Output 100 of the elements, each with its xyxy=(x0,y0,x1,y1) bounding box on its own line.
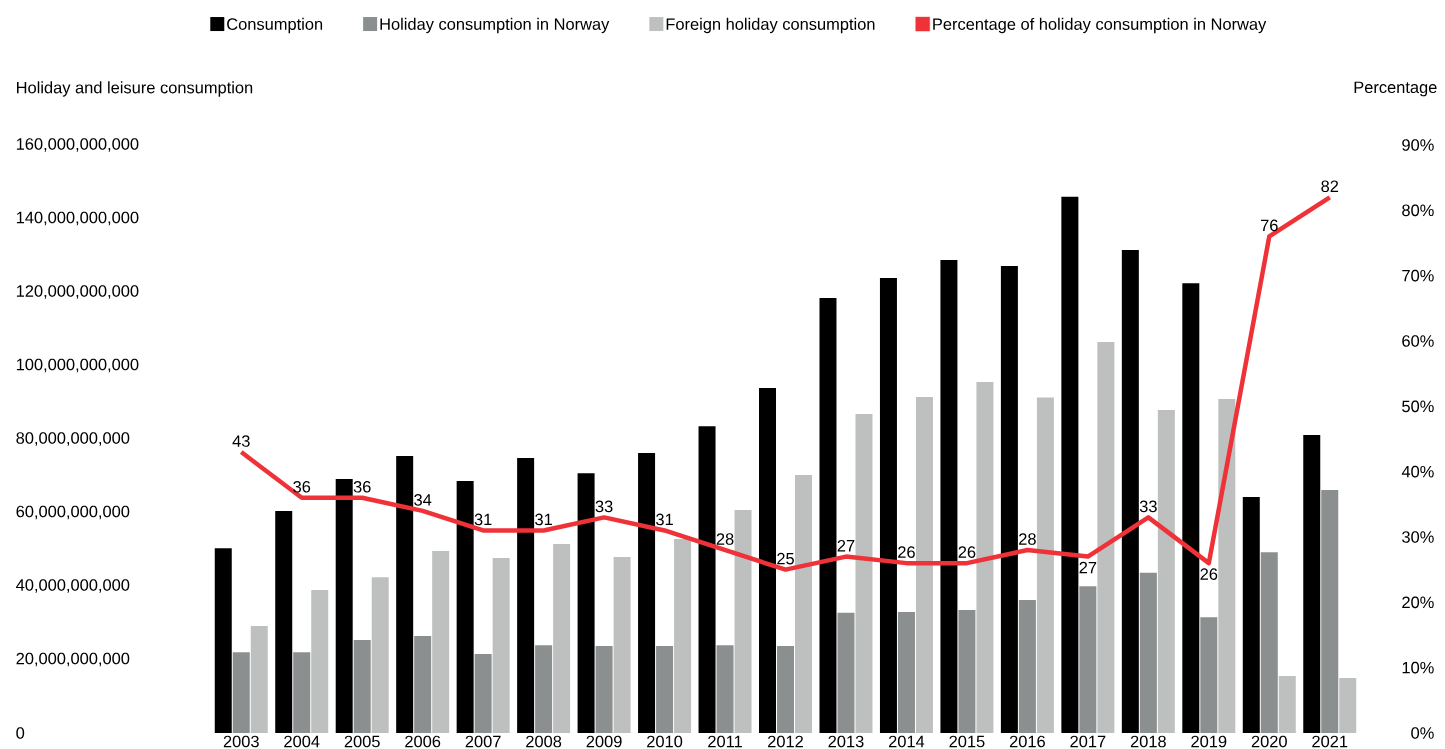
bar xyxy=(335,479,353,733)
bar xyxy=(855,414,873,733)
bar xyxy=(940,260,958,733)
bar xyxy=(674,538,692,733)
bar xyxy=(432,551,450,733)
x-tick-label: 2014 xyxy=(888,735,925,748)
bar xyxy=(535,645,553,733)
bar xyxy=(1218,398,1236,733)
x-tick-label: 2013 xyxy=(828,735,864,748)
x-tick-label: 2007 xyxy=(465,735,501,748)
data-label: 33 xyxy=(595,500,613,513)
bar xyxy=(1260,552,1278,733)
bar xyxy=(232,652,250,733)
y-tick-label: 80,000,000,000 xyxy=(16,432,130,446)
bar xyxy=(777,645,795,733)
data-label: 31 xyxy=(656,513,673,526)
bar xyxy=(759,387,777,733)
data-label: 26 xyxy=(958,546,976,558)
data-label: 33 xyxy=(1139,500,1157,513)
y2-tick-label: 0% xyxy=(1411,727,1434,739)
bar xyxy=(456,480,474,733)
x-tick-label: 2012 xyxy=(768,735,803,748)
y2-tick-label: 60% xyxy=(1402,335,1434,347)
x-tick-label: 2018 xyxy=(1130,735,1166,748)
x-tick-label: 2006 xyxy=(405,735,441,748)
bar xyxy=(553,544,571,733)
y-tick-label: 100,000,000,000 xyxy=(16,358,139,373)
bar xyxy=(1061,196,1079,733)
bar xyxy=(1139,572,1157,733)
bar xyxy=(1321,490,1339,733)
x-tick-label: 2010 xyxy=(647,735,683,748)
bar xyxy=(517,458,535,733)
y2-tick-label: 20% xyxy=(1402,596,1434,609)
bar xyxy=(819,297,837,733)
bar xyxy=(396,455,414,733)
bar xyxy=(353,640,371,733)
bar xyxy=(1036,397,1054,733)
y2-tick-label: 80% xyxy=(1402,204,1434,217)
bar xyxy=(577,473,595,733)
bar xyxy=(734,509,752,733)
data-label: 26 xyxy=(1200,568,1218,580)
bar xyxy=(879,278,897,733)
y-tick-label: 20,000,000,000 xyxy=(16,652,130,667)
y2-tick-label: 50% xyxy=(1402,400,1434,413)
bar xyxy=(1339,677,1357,733)
y2-tick-label: 30% xyxy=(1402,531,1434,543)
data-label: 27 xyxy=(837,539,855,552)
bar xyxy=(613,556,631,733)
bar xyxy=(1200,617,1218,733)
y2-tick-label: 90% xyxy=(1402,139,1434,151)
data-label: 76 xyxy=(1260,219,1278,232)
bar xyxy=(1278,676,1296,733)
bar xyxy=(958,609,976,733)
data-label: 31 xyxy=(535,513,552,526)
bar xyxy=(293,652,311,733)
bar xyxy=(1182,283,1200,733)
bar xyxy=(1079,586,1097,733)
y2-tick-label: 40% xyxy=(1401,465,1434,478)
bar xyxy=(795,475,813,733)
y2-tick-label: 10% xyxy=(1402,661,1434,674)
bar xyxy=(1097,341,1115,733)
bar xyxy=(1018,599,1036,733)
bar xyxy=(474,653,492,733)
x-tick-label: 2015 xyxy=(949,735,985,748)
bar xyxy=(837,612,855,733)
data-label: 43 xyxy=(232,435,250,447)
x-tick-label: 2016 xyxy=(1009,735,1045,748)
data-label: 26 xyxy=(898,546,915,558)
data-label: 25 xyxy=(777,552,794,565)
y-tick-label: 140,000,000,000 xyxy=(16,211,139,226)
bar xyxy=(595,645,613,733)
x-tick-label: 2021 xyxy=(1312,735,1348,748)
bar xyxy=(214,548,232,733)
x-tick-label: 2004 xyxy=(284,735,320,748)
bar xyxy=(976,382,994,733)
bar xyxy=(275,511,293,733)
x-tick-label: 2009 xyxy=(586,735,622,748)
x-tick-label: 2003 xyxy=(223,735,259,748)
y2-tick-label: 70% xyxy=(1402,269,1434,282)
y-tick-label: 40,000,000,000 xyxy=(16,579,130,593)
data-label: 27 xyxy=(1079,561,1097,574)
x-tick-label: 2011 xyxy=(708,735,742,748)
x-tick-label: 2020 xyxy=(1251,735,1287,748)
bar xyxy=(371,577,389,733)
bar xyxy=(716,645,734,733)
x-tick-label: 2008 xyxy=(526,735,562,748)
data-label: 31 xyxy=(474,513,492,526)
y2-axis-title: Percentage xyxy=(1354,81,1437,97)
bar xyxy=(250,626,268,733)
x-tick-label: 2005 xyxy=(344,735,380,748)
bar xyxy=(698,426,716,733)
x-tick-label: 2019 xyxy=(1191,735,1227,748)
bar xyxy=(1121,250,1139,733)
bar xyxy=(311,590,329,733)
y-tick-label: 120,000,000,000 xyxy=(16,285,139,299)
data-label: 82 xyxy=(1321,180,1339,193)
y-tick-label: 60,000,000,000 xyxy=(16,505,130,520)
data-label: 36 xyxy=(293,480,311,493)
bar xyxy=(897,612,915,733)
legend-label: Holiday consumption in Norway xyxy=(380,17,610,34)
